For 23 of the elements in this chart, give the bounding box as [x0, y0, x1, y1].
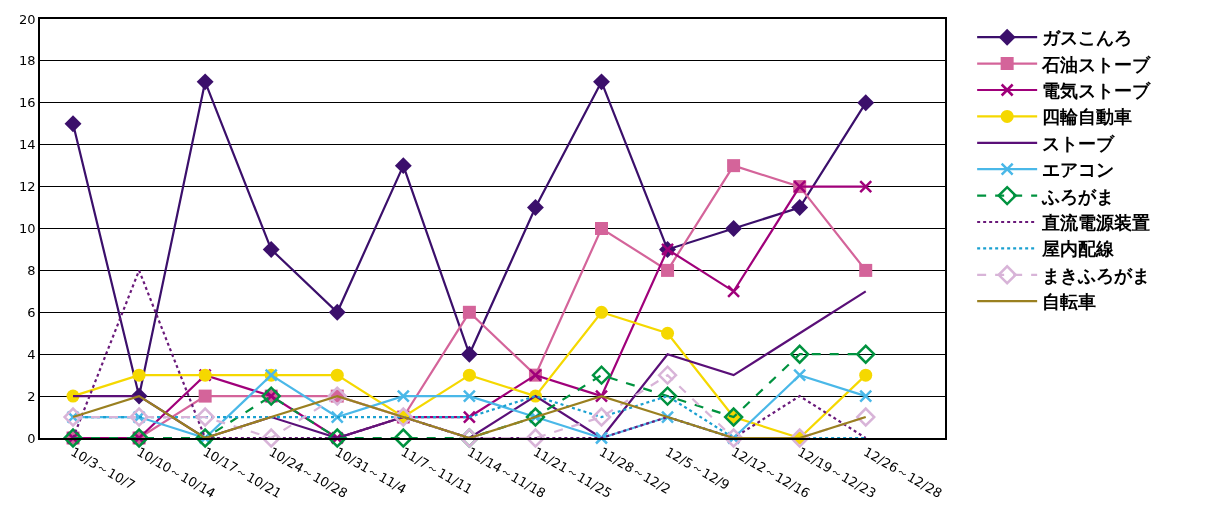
- y-tick-label: 20: [19, 11, 36, 27]
- legend-label: 屋内配線: [1041, 238, 1116, 260]
- legend-label: ふろがま: [1041, 185, 1115, 207]
- y-tick-label: 16: [19, 95, 36, 111]
- y-tick-label: 10: [19, 221, 36, 237]
- legend-label: ガスこんろ: [1042, 27, 1133, 49]
- legend-label: ストーブ: [1042, 132, 1116, 154]
- legend-label: エアコン: [1042, 159, 1115, 181]
- legend-label: 自転車: [1042, 291, 1097, 313]
- legend-label: まきふろがま: [1042, 264, 1151, 286]
- legend-label: 四輪自動車: [1042, 106, 1133, 128]
- y-tick-label: 4: [27, 346, 36, 362]
- legend-label: 電気ストーブ: [1042, 80, 1152, 102]
- legend-label: 石油ストーブ: [1041, 53, 1152, 75]
- y-tick-label: 2: [27, 388, 36, 404]
- y-tick-label: 6: [27, 304, 36, 320]
- legend-label: 直流電源装置: [1041, 212, 1151, 234]
- y-tick-label: 12: [19, 179, 36, 195]
- y-tick-label: 8: [27, 262, 36, 278]
- y-tick-label: 18: [19, 53, 36, 69]
- x-tick-label: 10/3～10/7: [68, 444, 138, 493]
- y-tick-label: 14: [19, 137, 36, 153]
- y-tick-label: 0: [27, 430, 36, 446]
